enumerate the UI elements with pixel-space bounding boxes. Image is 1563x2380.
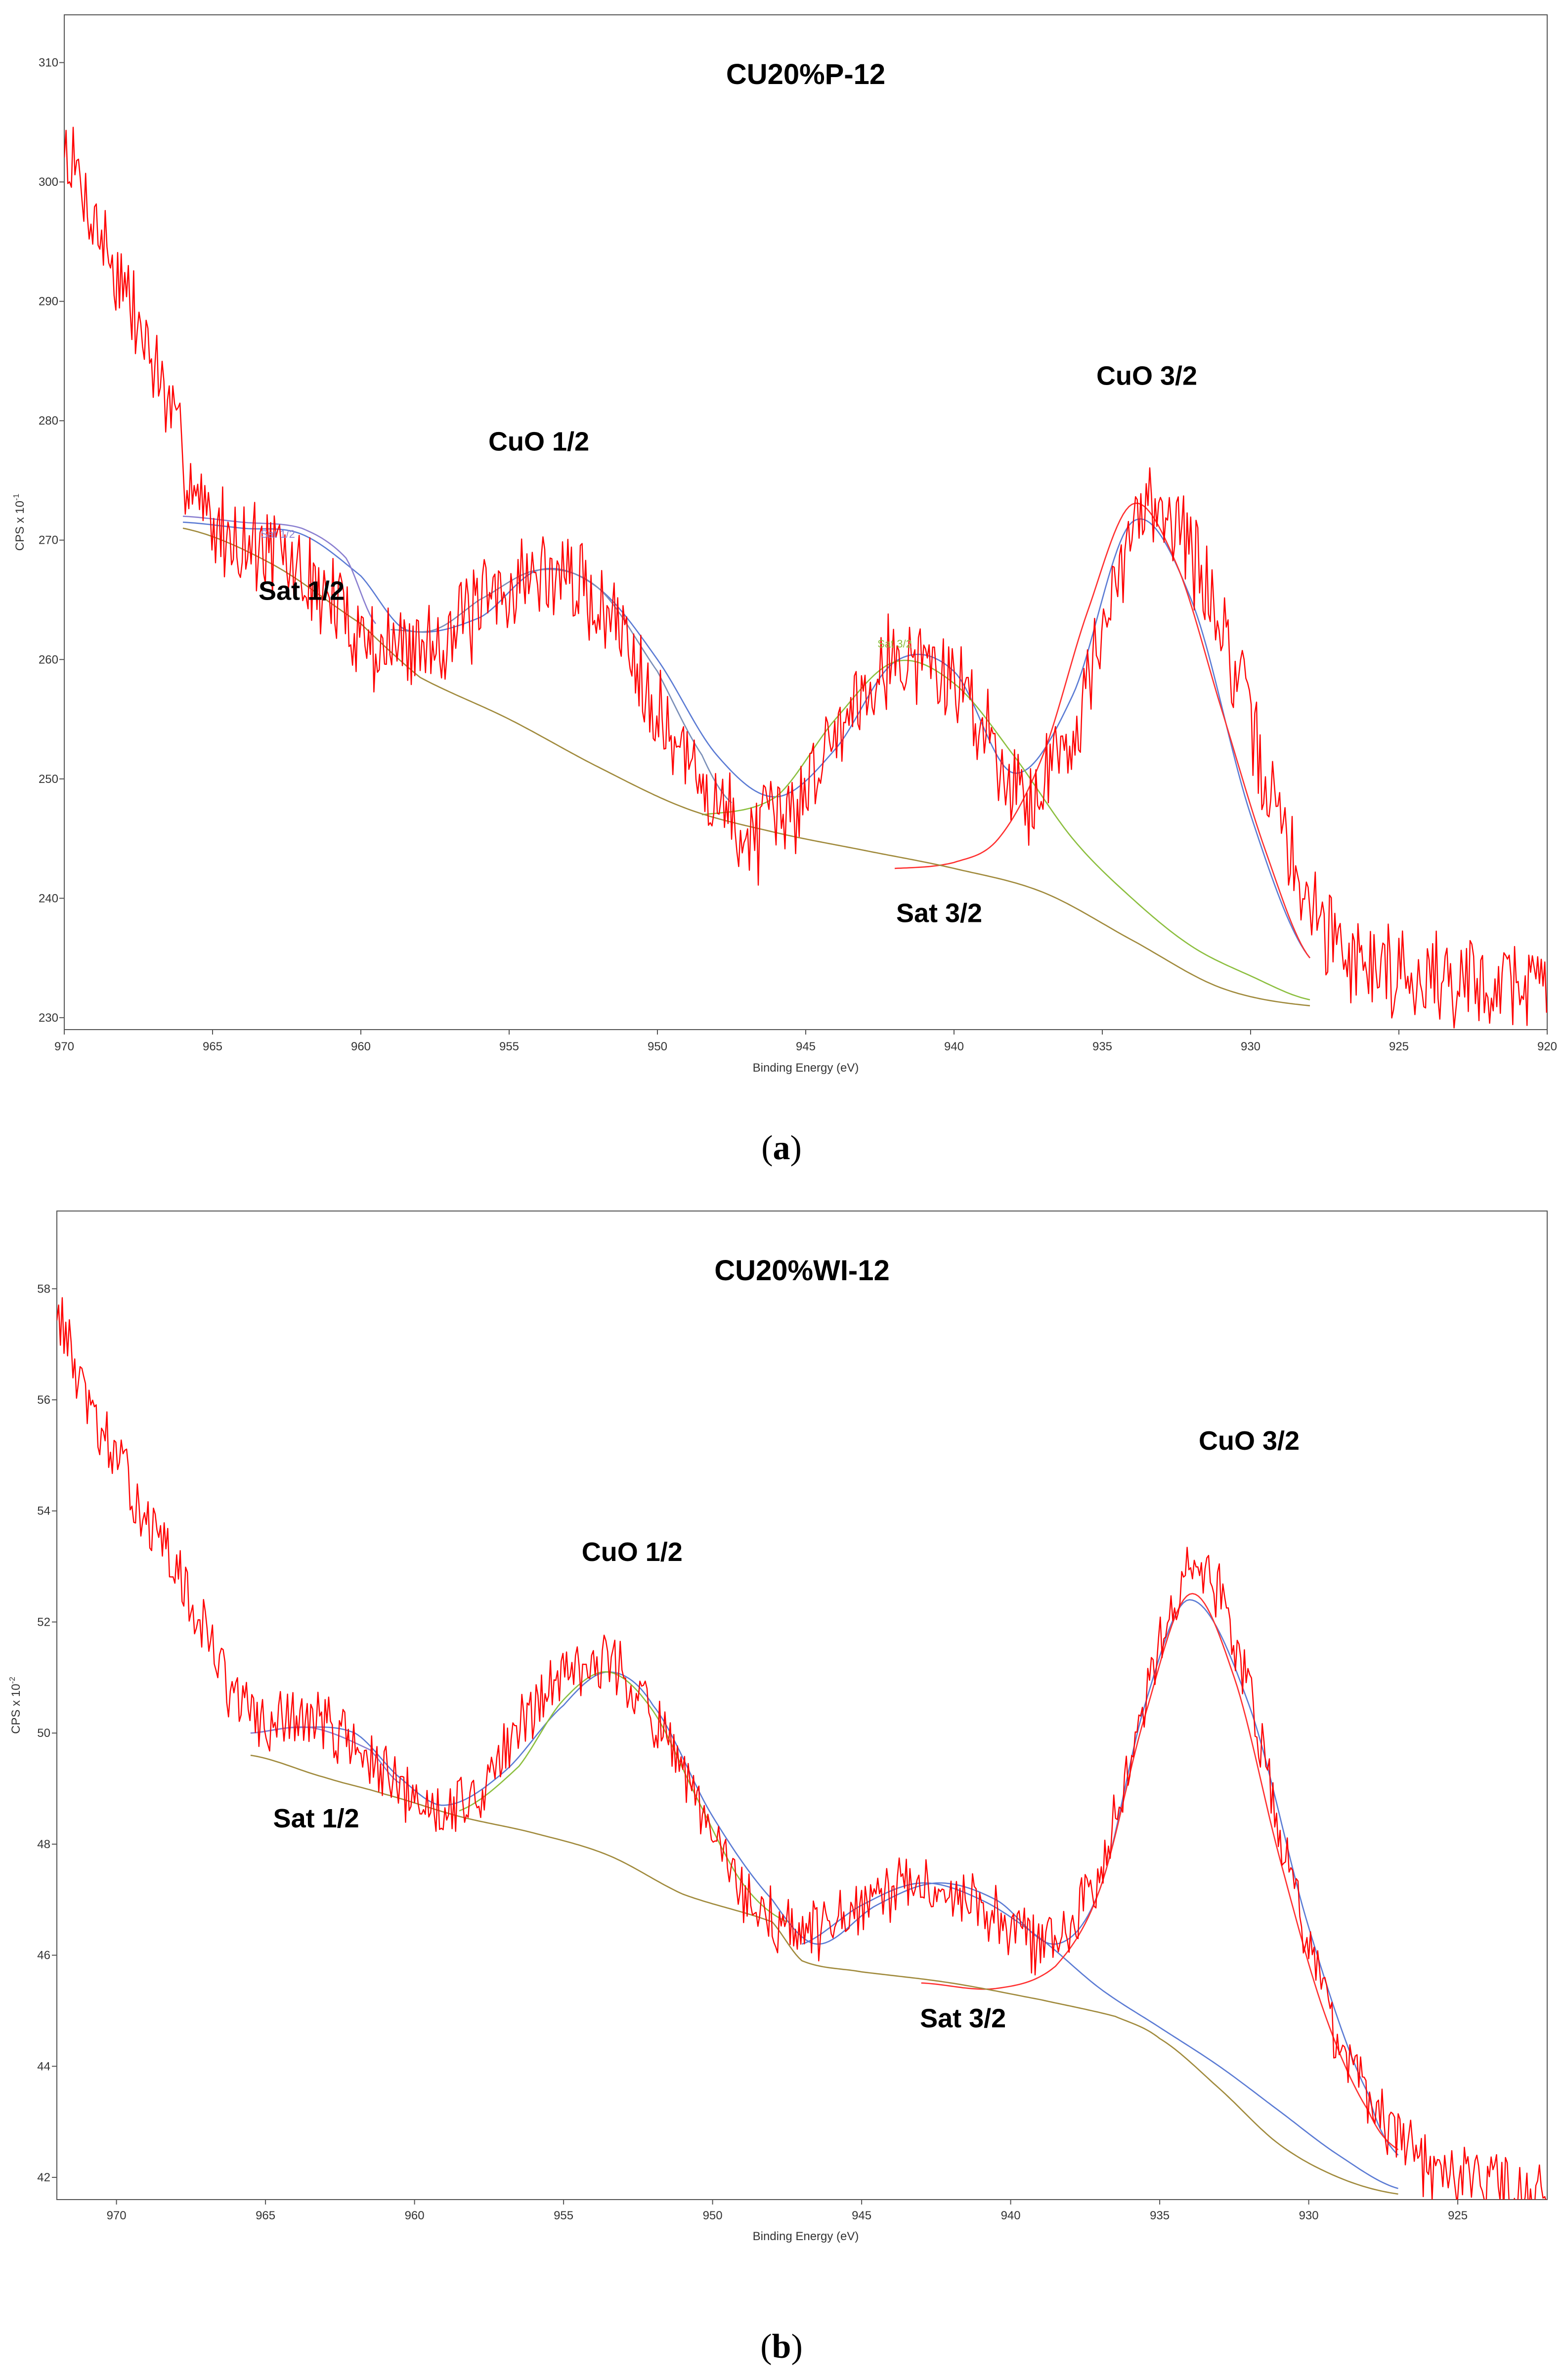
y-tick-label-b: 46 <box>37 1949 50 1962</box>
chart-a-background <box>0 0 1563 1186</box>
x-tick-label-b: 965 <box>256 2209 275 2222</box>
annotation-cuo-3-2-a: CuO 3/2 <box>1096 361 1197 391</box>
series-envelope-a <box>182 518 1311 958</box>
x-tick-label-a: 935 <box>1092 1040 1112 1053</box>
annotation-sat-1-2-small-a: Sat 1/2 <box>260 528 295 540</box>
x-tick-label-a: 965 <box>203 1040 222 1053</box>
y-tick-label-a: 310 <box>39 56 58 70</box>
series-raw-a <box>64 127 1547 1029</box>
y-tick-label-b: 54 <box>37 1505 50 1518</box>
y-tick-label-a: 250 <box>39 773 58 786</box>
annotation-cuo-1-2-a: CuO 1/2 <box>488 427 589 457</box>
annotation-sat-1-2-b: Sat 1/2 <box>273 1804 359 1833</box>
x-tick-label-b: 960 <box>405 2209 425 2222</box>
series-sat-3-2-a <box>701 659 1310 1000</box>
x-tick-label-b: 950 <box>703 2209 723 2222</box>
y-tick-label-b: 42 <box>37 2171 50 2184</box>
series-group-a <box>64 127 1547 1029</box>
annotation-sat-3-2-b: Sat 3/2 <box>920 2004 1006 2034</box>
x-tick-label-b: 925 <box>1448 2209 1468 2222</box>
x-axis-title-b: Binding Energy (eV) <box>753 2230 859 2243</box>
series-cuo-1-2-a <box>390 568 732 804</box>
x-tick-label-a: 970 <box>54 1040 74 1053</box>
y-axis-title-base-a: CPS x 10 <box>13 501 27 551</box>
annotation-cuo-1-2-b: CuO 1/2 <box>582 1537 683 1567</box>
series-raw-b <box>57 1297 1546 2200</box>
plot-frame-b <box>56 1211 1548 2200</box>
x-tick-label-b: 940 <box>1001 2209 1021 2222</box>
annotation-sat-3-2-small-a: Sat 3/2 <box>877 638 912 650</box>
x-tick-label-b: 970 <box>107 2209 127 2222</box>
series-envelope-b <box>250 1599 1399 2156</box>
y-tick-label-b: 58 <box>37 1282 50 1296</box>
series-sat-3-2-b <box>802 1882 1398 2189</box>
x-tick-label-b: 935 <box>1150 2209 1170 2222</box>
y-axis-title-exp-a: -1 <box>12 494 21 501</box>
x-tick-label-a: 940 <box>944 1040 964 1053</box>
chart-a: 970 965 960 955 950 945 940 935 930 925 920 230 240 2… <box>0 0 1563 1186</box>
figure-panel-a: 970 965 960 955 950 945 940 935 930 925 920 230 240 2… <box>0 0 1563 1186</box>
y-tick-label-a: 260 <box>39 653 58 666</box>
x-tick-label-a: 950 <box>648 1040 667 1053</box>
x-tick-label-b: 955 <box>554 2209 573 2222</box>
annotation-sat-1-2-a: Sat 1/2 <box>259 576 345 606</box>
chart-title-a: CU20%P-12 <box>726 58 885 90</box>
y-tick-label-b: 52 <box>37 1615 50 1629</box>
x-tick-label-b: 945 <box>852 2209 871 2222</box>
x-tick-label-a: 955 <box>499 1040 519 1053</box>
chart-title-b: CU20%WI-12 <box>714 1255 890 1287</box>
series-cuo-1-2-b <box>459 1671 787 1923</box>
y-tick-label-b: 50 <box>37 1727 50 1740</box>
series-cuo-3-2-a <box>894 502 1311 958</box>
x-tick-label-a: 920 <box>1537 1040 1557 1053</box>
series-sat-1-2-a <box>182 516 377 624</box>
y-tick-label-b: 44 <box>37 2060 50 2073</box>
figure-panel-b: 970 965 960 955 950 945 940 935 930 925 42 44 46 48 50… <box>0 1186 1563 2380</box>
caption-a: (a) <box>761 1129 802 1167</box>
y-axis-title-a: CPS x 10-1 <box>12 494 27 551</box>
y-tick-label-a: 270 <box>39 534 58 547</box>
y-tick-label-a: 300 <box>39 175 58 189</box>
y-tick-label-b: 48 <box>37 1838 50 1851</box>
chart-b-background <box>0 1186 1563 2380</box>
y-tick-label-a: 240 <box>39 892 58 905</box>
y-axis-title-exp-b: -2 <box>8 1677 17 1684</box>
x-tick-label-a: 930 <box>1241 1040 1260 1053</box>
y-tick-label-a: 280 <box>39 414 58 428</box>
y-tick-label-a: 290 <box>39 295 58 308</box>
chart-b: 970 965 960 955 950 945 940 935 930 925 42 44 46 48 50… <box>0 1186 1563 2380</box>
annotation-sat-3-2-a: Sat 3/2 <box>896 899 982 928</box>
series-group-b <box>57 1297 1546 2200</box>
x-tick-label-b: 930 <box>1299 2209 1319 2222</box>
series-background-b <box>250 1754 1398 2195</box>
x-tick-label-a: 925 <box>1389 1040 1409 1053</box>
caption-b: (b) <box>760 2328 803 2366</box>
x-axis-title-a: Binding Energy (eV) <box>753 1061 859 1075</box>
annotation-cuo-3-2-b: CuO 3/2 <box>1199 1426 1300 1456</box>
y-tick-label-b: 56 <box>37 1393 50 1407</box>
x-tick-label-a: 960 <box>351 1040 371 1053</box>
x-tick-label-a: 945 <box>796 1040 816 1053</box>
series-cuo-3-2-b <box>921 1593 1399 2150</box>
y-axis-title-b: CPS x 10-2 <box>8 1677 23 1734</box>
y-axis-title-base-b: CPS x 10 <box>9 1684 23 1733</box>
y-tick-label-a: 230 <box>39 1011 58 1025</box>
